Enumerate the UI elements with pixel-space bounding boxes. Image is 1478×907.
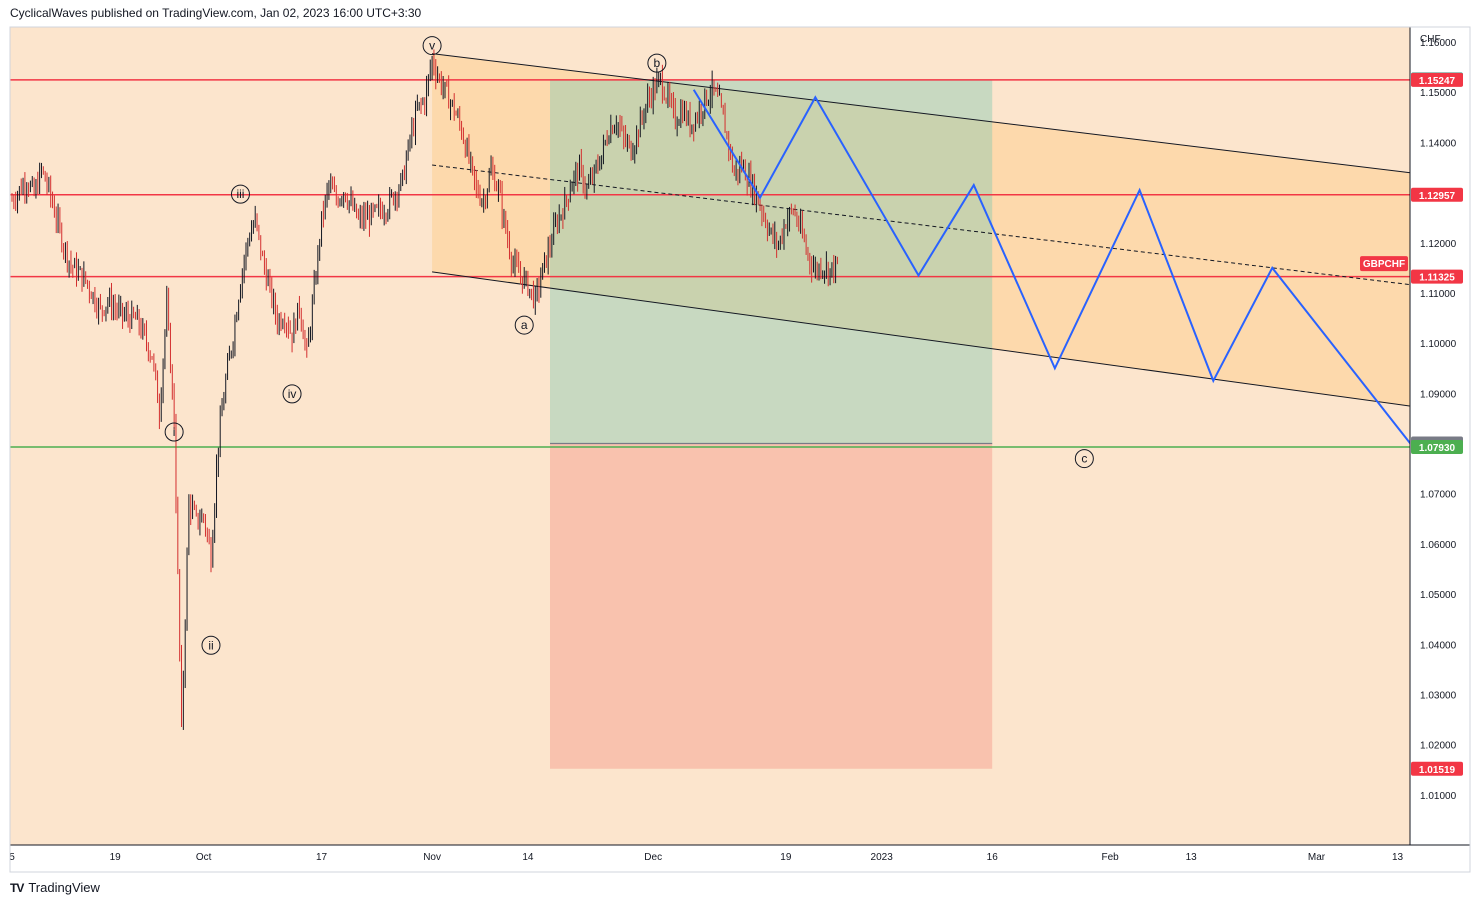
time-tick-label: Nov [423, 852, 441, 863]
time-tick-label: 19 [110, 852, 122, 863]
price-tick-label: 1.10000 [1420, 339, 1457, 350]
tradingview-footer: TV TradingView [10, 880, 100, 895]
time-tick-label: Feb [1102, 852, 1120, 863]
price-tick-label: 1.03000 [1420, 690, 1457, 701]
currency-label: CHF [1420, 34, 1441, 45]
price-tick-label: 1.05000 [1420, 590, 1457, 601]
price-tick-label: 1.16000 [1420, 38, 1457, 49]
price-tick-label: 1.14000 [1420, 138, 1457, 149]
wave-label-text: iv [288, 387, 297, 401]
wave-label-text: i [173, 425, 176, 439]
time-tick-label: 17 [316, 852, 328, 863]
chart-frame [9, 26, 1471, 873]
price-tick-label: 1.04000 [1420, 640, 1457, 651]
symbol-badge: GBPCHF [1360, 256, 1408, 272]
wave-label-iii: iii [230, 184, 250, 204]
time-tick-label: Dec [644, 852, 662, 863]
wave-label-b: b [647, 53, 667, 73]
channel-fill [432, 53, 1413, 407]
channel-mid-line [432, 164, 1413, 286]
wave-label-i: i [164, 422, 184, 442]
price-badge: 1.01519 [1411, 761, 1463, 776]
price-tick-label: 1.06000 [1420, 540, 1457, 551]
candles [11, 49, 838, 730]
time-axis[interactable]: 5 19 Oct 17 Nov 14 Dec 19 2023 16 Feb 13 Mar 13 [9, 844, 1470, 872]
price-badge: 1.15247 [1411, 72, 1463, 87]
symbol-badge-background [1360, 256, 1408, 272]
time-tick-label: 13 [1392, 852, 1404, 863]
wave-label-text: v [429, 39, 435, 53]
time-tick-label: 14 [522, 852, 534, 863]
time-tick-label: Oct [196, 852, 212, 863]
price-tick-label: 1.02000 [1420, 741, 1457, 752]
price-axis[interactable]: CHF1.160001.150001.140001.130001.120001.… [1409, 27, 1470, 845]
price-badge-text: 1.11325 [1419, 273, 1455, 284]
wave-label-circle [647, 53, 667, 73]
price-axis-background [1410, 27, 1470, 845]
price-badge: 1.11325 [1411, 269, 1463, 284]
price-badge-background [1411, 269, 1463, 284]
wave-label-text: ii [208, 638, 213, 652]
projection-path [692, 89, 1414, 447]
wave-label-circle [164, 422, 184, 442]
time-tick-label: Mar [1308, 852, 1326, 863]
publish-header: CyclicalWaves published on TradingView.c… [10, 6, 422, 20]
wave-label-circle [282, 384, 302, 404]
wave-label-ii: ii [201, 635, 221, 655]
wave-label-circle [514, 315, 534, 335]
time-tick-label: 2023 [871, 852, 894, 863]
price-tick-label: 1.12000 [1420, 239, 1457, 250]
price-badge-text: 1.15247 [1419, 76, 1456, 87]
wave-label-a: a [514, 315, 534, 335]
tradingview-logo-icon: TV [10, 880, 24, 895]
symbol-badge-text: GBPCHF [1363, 259, 1405, 270]
price-tick-label: 1.15000 [1420, 88, 1457, 99]
channel-lower-line [432, 271, 1413, 407]
wave-label-c: c [1074, 449, 1094, 469]
tradingview-brand: TradingView [28, 880, 100, 895]
price-tick-label: 1.09000 [1420, 389, 1457, 400]
wave-label-text: a [521, 318, 528, 332]
wave-label-circle [1074, 449, 1094, 469]
wave-label-text: b [654, 56, 661, 70]
time-tick-label: 19 [780, 852, 792, 863]
time-tick-label: 13 [1186, 852, 1198, 863]
position-stop-zone [550, 443, 993, 769]
price-tick-label: 1.07000 [1420, 490, 1457, 501]
price-badge-text: 1.01519 [1419, 765, 1456, 776]
wave-label-text: iii [236, 187, 244, 201]
time-tick-label: 16 [987, 852, 999, 863]
wave-label-text: c [1081, 452, 1087, 466]
plot-background [10, 27, 1410, 845]
price-badge-background [1411, 440, 1463, 455]
price-tick-label: 1.01000 [1420, 791, 1457, 802]
wave-label-v: v [422, 36, 442, 56]
wave-label-iv: iv [282, 384, 302, 404]
price-badge-text: 1.12957 [1419, 191, 1456, 202]
price-tick-label: 1.11000 [1420, 289, 1456, 300]
price-badge-background [1411, 187, 1463, 202]
price-badge-background [1411, 761, 1463, 776]
time-tick-label: 5 [9, 852, 15, 863]
wave-label-circle [201, 635, 221, 655]
price-badge: 1.07930 [1411, 440, 1463, 455]
wave-label-circle [422, 36, 442, 56]
wave-label-circle [230, 184, 250, 204]
channel-upper-line [432, 53, 1413, 174]
price-badge-text: 1.07930 [1419, 443, 1456, 454]
price-badge: 1.12957 [1411, 187, 1463, 202]
time-axis-background [10, 845, 1470, 872]
price-badge-background [1411, 72, 1463, 87]
